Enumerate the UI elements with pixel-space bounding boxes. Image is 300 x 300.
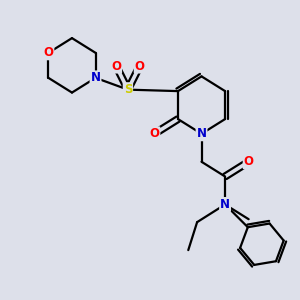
Text: O: O [149, 127, 159, 140]
Text: N: N [196, 127, 206, 140]
Text: N: N [91, 71, 100, 84]
Text: O: O [44, 46, 53, 59]
Text: O: O [244, 155, 254, 168]
Text: S: S [124, 83, 132, 96]
Text: N: N [220, 198, 230, 211]
Text: O: O [135, 60, 145, 73]
Text: O: O [111, 60, 121, 73]
